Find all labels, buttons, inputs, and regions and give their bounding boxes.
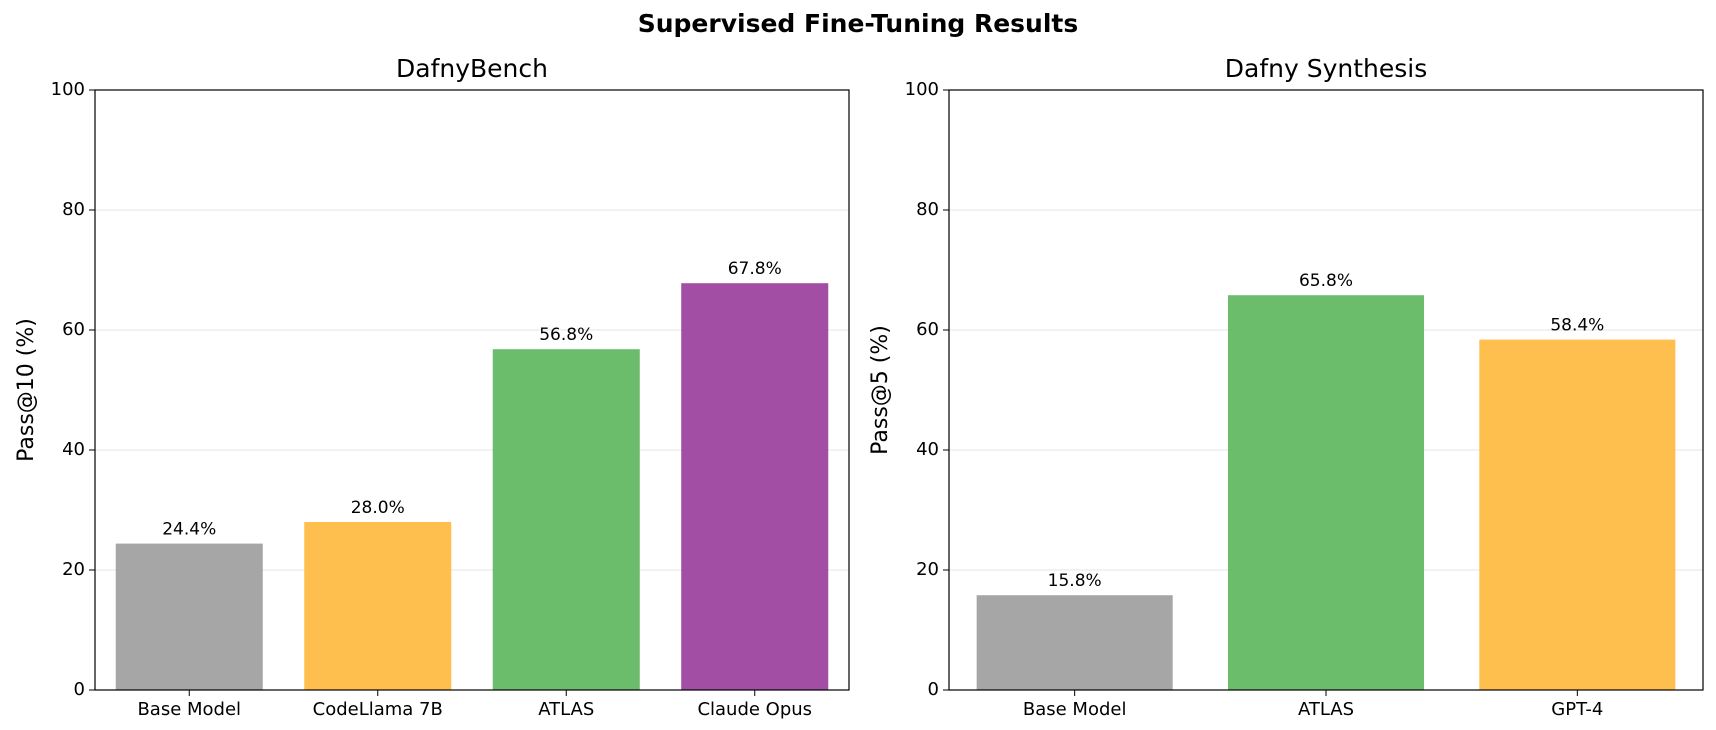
y-tick-label: 0 [74,679,85,700]
bar [1479,339,1676,690]
y-tick-label: 80 [916,199,939,220]
value-label: 28.0% [351,498,405,518]
x-tick-label: GPT-4 [1551,699,1603,720]
value-label: 58.4% [1550,316,1604,336]
y-tick-label: 20 [62,559,85,580]
subplot-title: DafnyBench [396,54,548,83]
x-tick-label: Claude Opus [697,699,812,720]
x-tick-label: ATLAS [538,699,594,720]
bar [304,522,452,690]
y-tick-label: 60 [916,319,939,340]
x-tick-label: Base Model [1023,699,1127,720]
x-tick-label: ATLAS [1298,699,1354,720]
y-tick-label: 0 [928,679,939,700]
y-tick-label: 80 [62,199,85,220]
x-tick-label: CodeLlama 7B [313,699,443,720]
bar [1227,295,1425,690]
x-tick-label: Base Model [137,699,241,720]
y-tick-label: 100 [905,79,939,100]
value-label: 24.4% [162,520,216,540]
y-axis-label: Pass@10 (%) [14,318,39,462]
axes-frame [948,89,1704,691]
y-axis-label: Pass@5 (%) [868,325,893,455]
value-label: 67.8% [728,259,782,279]
figure-title: Supervised Fine-Tuning Results [638,9,1079,38]
value-label: 56.8% [539,325,593,345]
y-tick-label: 100 [51,79,85,100]
y-tick-label: 40 [916,439,939,460]
y-tick-label: 20 [916,559,939,580]
bar [976,595,1173,690]
y-tick-label: 60 [62,319,85,340]
value-label: 65.8% [1299,271,1353,291]
bar [681,283,829,690]
y-tick-label: 40 [62,439,85,460]
value-label: 15.8% [1048,571,1102,591]
axes-frame [94,89,850,691]
subplot-title: Dafny Synthesis [1225,54,1428,83]
bar [492,349,640,690]
bar [115,543,263,690]
